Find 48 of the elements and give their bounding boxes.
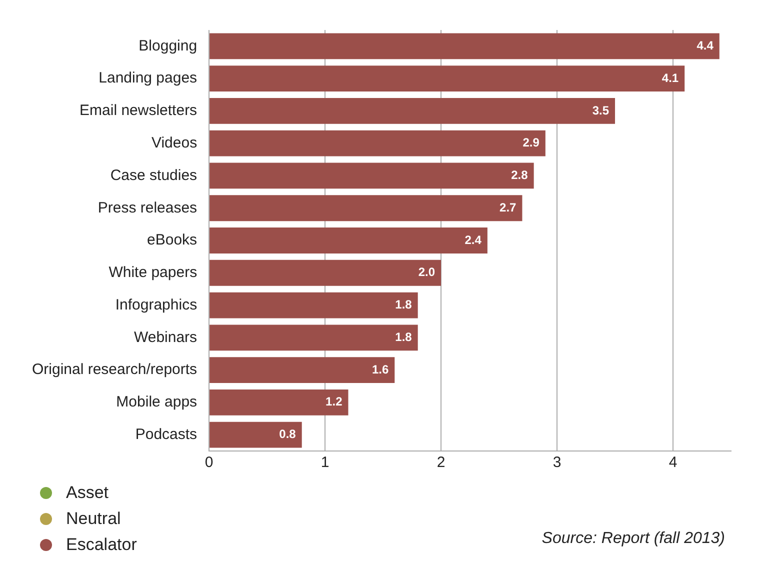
x-tick-label: 2: [436, 454, 446, 472]
legend-label: Escalator: [66, 535, 137, 555]
y-tick-label: Original research/reports: [32, 361, 198, 378]
legend-label: Asset: [66, 483, 109, 503]
y-tick-label: Landing pages: [98, 70, 198, 87]
legend-label: Neutral: [66, 509, 121, 529]
bar: [210, 357, 395, 383]
bar: [210, 195, 522, 222]
x-tick-label: 0: [204, 454, 214, 472]
bar: [210, 260, 442, 286]
bar: [210, 422, 302, 448]
y-tick-label: Infographics: [115, 296, 198, 314]
y-tick-label: Case studies: [110, 166, 198, 184]
y-tick-label: eBooks: [147, 232, 198, 249]
data-label: 3.5: [592, 103, 610, 118]
data-label: 2.9: [522, 136, 540, 150]
y-tick-label: Videos: [151, 134, 198, 152]
bar: [210, 33, 720, 60]
bar: [210, 324, 418, 351]
bar: [210, 292, 418, 318]
source-note: Source: Report (fall 2013): [542, 530, 725, 548]
y-tick-label: Mobile apps: [116, 394, 198, 411]
data-label: 4.1: [662, 70, 679, 85]
data-label: 2.8: [511, 168, 528, 182]
y-tick-label: Podcasts: [135, 426, 198, 443]
data-label: 2.0: [418, 265, 436, 280]
data-label: 1.8: [395, 330, 412, 344]
bar: [210, 98, 616, 124]
x-tick-label: 3: [552, 454, 562, 472]
data-label: 0.8: [279, 427, 296, 442]
data-label: 1.6: [372, 362, 389, 376]
y-tick-label: Webinars: [134, 328, 198, 346]
bar: [210, 130, 546, 156]
bar: [210, 389, 348, 416]
bar: [210, 228, 488, 254]
y-tick-label: Blogging: [138, 37, 198, 54]
y-tick-label: White papers: [108, 264, 198, 282]
data-label: 4.4: [696, 38, 714, 53]
bar: [210, 162, 534, 189]
data-label: 2.4: [464, 232, 482, 247]
x-tick-label: 4: [668, 454, 678, 472]
data-label: 1.2: [326, 394, 343, 409]
y-tick-label: Email newsletters: [80, 102, 198, 120]
data-label: 2.7: [500, 200, 517, 214]
y-tick-label: Press releases: [98, 199, 198, 216]
bar: [210, 66, 685, 92]
x-tick-label: 1: [320, 454, 330, 472]
data-label: 1.8: [395, 298, 412, 312]
